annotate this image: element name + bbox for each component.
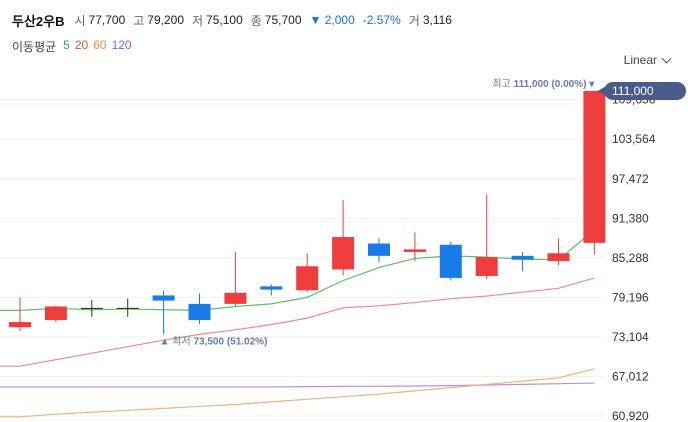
moving-average-legend: 이동평균 5 20 60 120	[12, 38, 132, 55]
open-value: 77,700	[88, 13, 126, 27]
y-tick-label: 103,564	[612, 132, 656, 146]
low-value: 75,100	[206, 13, 243, 27]
y-tick-label: 97,472	[612, 172, 649, 186]
ma-legend-5[interactable]: 5	[63, 38, 70, 52]
candle-body[interactable]	[260, 286, 283, 290]
scale-selector-label: Linear	[623, 53, 657, 67]
candle-body[interactable]	[439, 244, 462, 278]
candle-body[interactable]	[9, 322, 31, 328]
candle-body[interactable]	[44, 306, 67, 321]
candle-body[interactable]	[224, 292, 247, 304]
candle-body[interactable]	[332, 237, 355, 270]
ma120-line	[0, 382, 595, 388]
ma-legend-20[interactable]: 20	[74, 38, 89, 52]
max-price-label: 최고 111,000 (0.00%) ▾	[492, 78, 595, 90]
ma-legend-60[interactable]: 60	[93, 38, 107, 52]
max-price-value: 111,000 (0.00%) ▾	[514, 79, 596, 90]
low-label: 저	[192, 13, 204, 28]
min-price-label: ▲ 최저 73,500 (51.02%)	[160, 335, 268, 347]
close-value: 75,700	[264, 13, 302, 27]
candle-body[interactable]	[403, 249, 426, 252]
candle-body[interactable]	[152, 295, 175, 301]
ma-legend-title[interactable]: 이동평균	[12, 40, 57, 54]
y-tick-label: 91,380	[612, 211, 649, 225]
ma-legend-120[interactable]: 120	[111, 38, 132, 52]
change-value: ▼ 2,000	[309, 13, 355, 27]
min-price-value: 73,500 (51.02%)	[193, 336, 267, 347]
ma60-line	[0, 368, 595, 418]
candle-body[interactable]	[547, 253, 570, 262]
ma20-line	[0, 277, 595, 367]
candle-body[interactable]	[511, 255, 534, 260]
high-label: 고	[133, 13, 145, 28]
change-percent: -2.57%	[362, 13, 401, 27]
close-label: 종	[250, 13, 262, 28]
y-tick-label: 73,104	[612, 330, 649, 344]
quote-header: 두산2우B 시 77,700 고 79,200 저 75,100 종 75,70…	[12, 10, 460, 30]
y-tick-label: 67,012	[612, 369, 649, 383]
candle-body[interactable]	[188, 303, 211, 321]
y-tick-label: 60,920	[612, 409, 649, 422]
y-tick-label: 79,196	[612, 290, 649, 304]
current-price-badge	[604, 81, 686, 100]
candle-body[interactable]	[583, 90, 606, 243]
candle-body[interactable]	[368, 243, 390, 256]
candle-body[interactable]	[296, 266, 319, 291]
y-tick-label: 85,288	[612, 251, 649, 265]
current-price-value: 111,000	[612, 84, 654, 98]
volume-label: 거	[408, 13, 420, 28]
open-label: 시	[74, 13, 86, 28]
candle-body[interactable]	[475, 257, 498, 276]
high-value: 79,200	[147, 13, 184, 27]
current-price-pointer	[598, 85, 606, 96]
scale-selector[interactable]: Linear	[623, 53, 672, 67]
stock-name: 두산2우B	[12, 13, 65, 29]
volume-value: 3,116	[422, 13, 452, 27]
